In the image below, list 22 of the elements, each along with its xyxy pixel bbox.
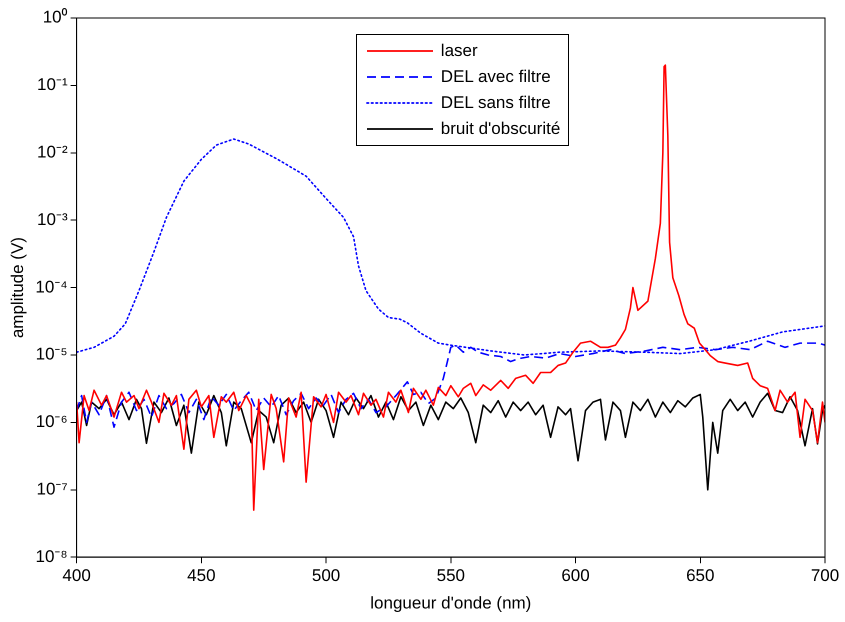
y-tick-label: 10⁻⁴ (35, 277, 68, 296)
x-tick-label: 600 (561, 566, 590, 586)
legend-label: bruit d'obscurité (440, 119, 560, 139)
legend-label: DEL sans filtre (440, 93, 551, 113)
legend-label: DEL avec filtre (440, 67, 551, 87)
y-tick-label: 10⁻¹ (37, 75, 68, 94)
y-tick-label: 10⁻⁶ (36, 412, 68, 432)
y-axis-title: amplitude (V) (8, 237, 27, 338)
x-tick-label: 500 (312, 566, 340, 586)
y-tick-label: 10⁻⁵ (36, 344, 68, 364)
y-tick-label: 10⁻⁷ (36, 479, 68, 498)
y-tick-label: 10⁻³ (37, 210, 68, 229)
y-tick-label: 10⁰ (42, 8, 68, 27)
x-tick-label: 400 (62, 566, 91, 586)
x-tick-label: 650 (686, 566, 714, 586)
x-tick-label: 700 (810, 566, 840, 586)
x-tick-label: 450 (187, 566, 216, 586)
legend-label: laser (440, 41, 478, 61)
y-tick-label: 10⁻² (37, 142, 68, 162)
x-axis-title: longueur d'onde (nm) (370, 593, 532, 612)
x-tick-label: 550 (436, 566, 465, 586)
y-tick-label: 10⁻⁸ (36, 546, 68, 566)
